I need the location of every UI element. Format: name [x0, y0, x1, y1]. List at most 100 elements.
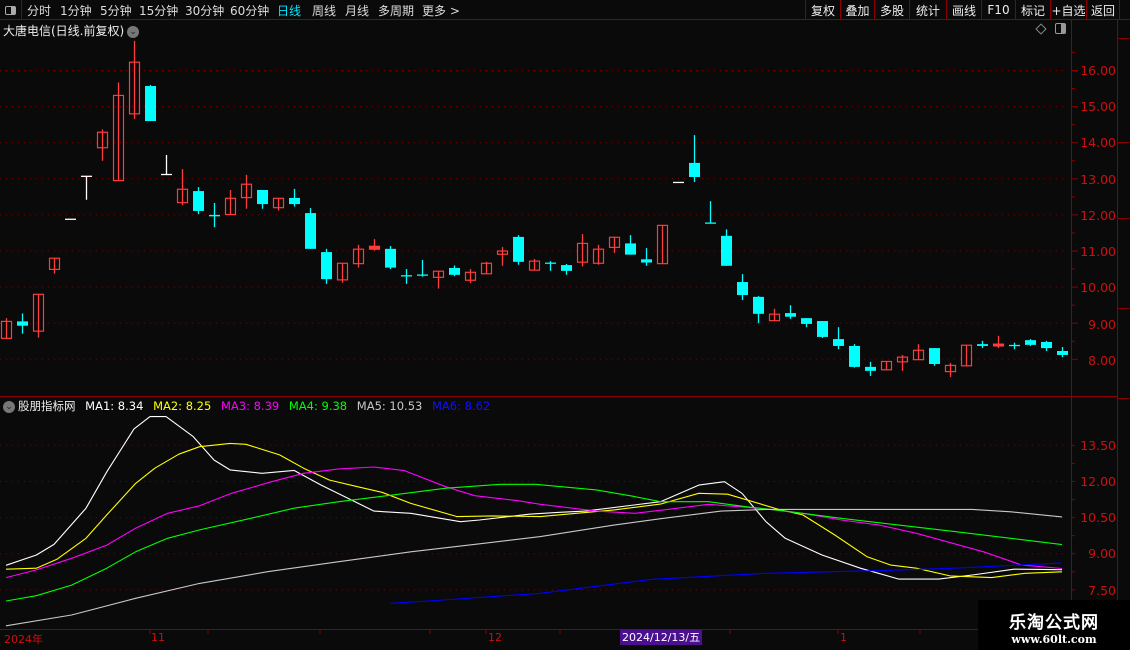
indicator-axis-label: 9.00: [1088, 546, 1116, 561]
mark-button[interactable]: 标记: [1015, 0, 1050, 20]
indicator-axis-label: 10.50: [1080, 510, 1116, 525]
tab-multi-period[interactable]: 多周期: [378, 4, 415, 18]
indicator-legend: ⌄ 股朋指标网 MA1: 8.34 MA2: 8.25 MA3: 8.39 MA4…: [3, 398, 496, 414]
ma-line-ma6: [389, 562, 1063, 604]
candle-body-down: [785, 313, 796, 317]
watermark-url: www.60lt.com: [1011, 633, 1097, 646]
ma-line-ma4: [5, 483, 1063, 602]
restore-rights-button[interactable]: 复权: [805, 0, 840, 20]
chevron-down-icon[interactable]: ⌄: [3, 400, 15, 413]
price-label: 10.00: [1080, 280, 1116, 295]
ma-line-ma5: [5, 508, 1063, 627]
candle-body-down: [1041, 341, 1052, 349]
candle-body-down: [145, 86, 156, 122]
candle-body-down: [513, 236, 524, 262]
candle-body-flat: [81, 175, 92, 177]
candle-body-up: [960, 344, 973, 367]
tab-60min[interactable]: 60分钟: [230, 4, 270, 18]
tab-5min[interactable]: 5分钟: [100, 4, 132, 18]
overlay-button[interactable]: 叠加: [840, 0, 874, 20]
chart-title: 大唐电信(日线.前复权) ⌄: [3, 22, 140, 39]
candle-body-up: [768, 313, 781, 322]
candle-body-down: [289, 197, 300, 205]
tab-daily[interactable]: 日线: [277, 4, 302, 18]
tab-monthly[interactable]: 月线: [345, 4, 370, 18]
candle-body-down: [625, 243, 636, 255]
candle-body-flat: [673, 181, 684, 184]
legend-ma1: MA1: 8.34: [85, 399, 144, 413]
candle-body-down: [193, 191, 204, 211]
legend-ma4: MA4: 9.38: [288, 399, 348, 413]
candle-body-up: [992, 343, 1005, 347]
candle-body-up: [112, 94, 125, 182]
panel-toggle-icon[interactable]: [1055, 23, 1066, 34]
indicator-axis-label: 12.00: [1080, 474, 1116, 489]
date-label-nov: 11: [151, 631, 165, 644]
candle-body-up: [944, 364, 957, 373]
legend-ma6: MA6: 8.62: [432, 399, 491, 413]
legend-ma5: MA5: 10.53: [356, 399, 423, 413]
candle-body-up: [128, 61, 141, 115]
price-label: 15.00: [1080, 99, 1116, 114]
candle-body-down: [689, 162, 700, 177]
tab-fenshi[interactable]: 分时: [27, 4, 52, 18]
tab-30min[interactable]: 30分钟: [185, 4, 225, 18]
pane-divider[interactable]: [0, 396, 1117, 397]
panel-toggle-icon[interactable]: [0, 0, 22, 20]
candle-body-down: [321, 252, 332, 280]
price-label: 11.00: [1080, 244, 1116, 259]
date-label-year: 2024年: [4, 633, 43, 646]
multi-stock-button[interactable]: 多股: [874, 0, 909, 20]
candle-body-up: [96, 131, 109, 149]
statistics-button[interactable]: 统计: [909, 0, 946, 20]
candle-body-up: [0, 320, 13, 339]
chevron-down-icon[interactable]: ⌄: [127, 25, 140, 38]
candle-body-up: [896, 356, 909, 363]
candle-body-down: [737, 282, 748, 296]
indicator-name[interactable]: 股朋指标网: [18, 399, 76, 413]
tab-weekly[interactable]: 周线: [312, 4, 337, 18]
price-label: 16.00: [1080, 63, 1116, 78]
candle-body-flat: [65, 218, 76, 220]
candle-body-down: [305, 213, 316, 249]
candle-body-down: [929, 348, 940, 364]
price-label: 9.00: [1088, 317, 1116, 332]
candle-body-up: [464, 271, 477, 281]
candle-body-up: [576, 242, 589, 263]
candle-body-up: [608, 236, 621, 248]
tab-more[interactable]: 更多 >: [422, 4, 460, 18]
candle-body-up: [336, 262, 349, 281]
candle-body-down: [401, 275, 412, 277]
candle-body-down: [209, 214, 220, 217]
side-info-column[interactable]: [1117, 20, 1130, 600]
add-watchlist-button[interactable]: +自选: [1050, 0, 1086, 20]
price-label: 12.00: [1080, 208, 1116, 223]
candle-body-down: [817, 321, 828, 337]
candle-body-down: [977, 344, 988, 346]
candle-body-down: [417, 274, 428, 276]
tab-15min[interactable]: 15分钟: [139, 4, 179, 18]
candle-body-down: [1057, 350, 1068, 355]
stock-title: 大唐电信(日线.前复权): [3, 24, 125, 38]
candle-body-up: [880, 360, 893, 371]
price-axis-divider: [1071, 20, 1072, 645]
cursor-date-label: 2024/12/13/五: [620, 630, 703, 645]
candle-body-up: [224, 197, 237, 216]
candle-body-down: [257, 189, 268, 205]
date-label-dec: 12: [488, 631, 502, 644]
watermark-logo: 乐淘公式网 www.60lt.com: [978, 600, 1130, 650]
candle-body-down: [849, 345, 860, 367]
candle-body-down: [17, 321, 28, 326]
back-button[interactable]: 返回: [1086, 0, 1120, 20]
candle-body-down: [449, 267, 460, 275]
candle-body-up: [240, 183, 253, 199]
candle-body-up: [272, 197, 285, 209]
tab-1min[interactable]: 1分钟: [60, 4, 92, 18]
candle-body-down: [641, 259, 652, 263]
candle-body-up: [528, 260, 541, 271]
f10-button[interactable]: F10: [981, 0, 1015, 20]
candle-body-flat: [161, 173, 172, 176]
draw-line-button[interactable]: 画线: [946, 0, 981, 20]
ma-line-ma2: [5, 442, 1063, 579]
